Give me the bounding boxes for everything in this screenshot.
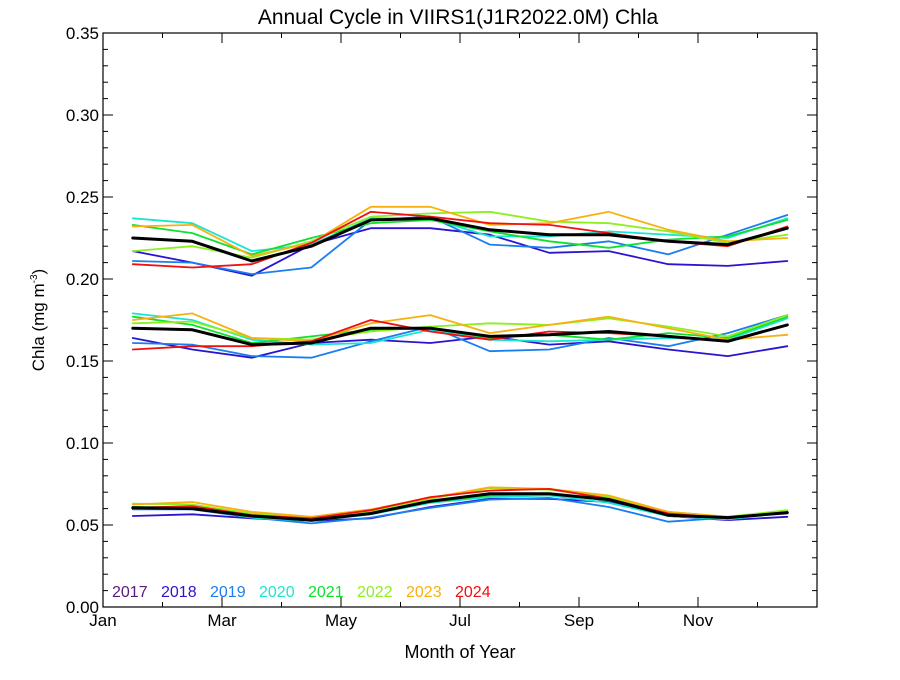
y-axis-label: Chla (mg m-3) bbox=[29, 269, 48, 371]
series-line-2-5 bbox=[131, 486, 789, 518]
y-tick-label-2: 0.10 bbox=[66, 434, 99, 453]
legend: 2017 2018 2019 2020 2021 2022 2023 2024 bbox=[112, 584, 491, 601]
y-tick-label-6: 0.30 bbox=[66, 106, 99, 125]
legend-entry-2017: 2017 bbox=[112, 584, 148, 601]
legend-entry-2024: 2024 bbox=[455, 584, 491, 601]
axes: 0.00 0.05 0.10 0.15 0.20 0.25 0.30 0.35 Jan Mar Ma… bbox=[66, 24, 818, 630]
mean-line-1-7 bbox=[131, 323, 789, 347]
x-axis-label: Month of Year bbox=[404, 642, 515, 662]
x-tick-label-0: Jan bbox=[89, 611, 116, 630]
y-tick-label-7: 0.35 bbox=[66, 24, 99, 43]
legend-entry-2019: 2019 bbox=[210, 584, 246, 601]
x-tick-label-4: Sep bbox=[564, 611, 594, 630]
series-line-0-6 bbox=[131, 210, 789, 269]
y-tick-label-5: 0.25 bbox=[66, 188, 99, 207]
y-axis-label-main: Chla (mg m bbox=[29, 283, 48, 371]
x-tick-label-5: Nov bbox=[683, 611, 714, 630]
series-line-0-4 bbox=[131, 210, 789, 259]
series-line-1-1 bbox=[131, 314, 789, 359]
mean-line-0-7 bbox=[131, 216, 789, 263]
y-tick-label-3: 0.15 bbox=[66, 352, 99, 371]
x-tick-label-1: Mar bbox=[207, 611, 237, 630]
mean-line-2-7 bbox=[131, 492, 789, 522]
chart-title: Annual Cycle in VIIRS1(J1R2022.0M) Chla bbox=[258, 6, 659, 29]
x-tick-label-3: Jul bbox=[449, 611, 471, 630]
x-tick-label-2: May bbox=[325, 611, 358, 630]
series-line-0-5 bbox=[131, 205, 789, 257]
legend-entry-2018: 2018 bbox=[161, 584, 197, 601]
series-line-0-2 bbox=[131, 217, 789, 253]
legend-entry-2022: 2022 bbox=[357, 584, 393, 601]
y-tick-label-1: 0.05 bbox=[66, 516, 99, 535]
series-line-0-1 bbox=[131, 214, 789, 276]
legend-entry-2021: 2021 bbox=[308, 584, 344, 601]
y-tick-label-0: 0.00 bbox=[66, 598, 99, 617]
plot-lines bbox=[131, 205, 789, 525]
series-line-1-5 bbox=[131, 312, 789, 343]
y-axis-label-close: ) bbox=[29, 269, 48, 275]
y-tick-label-4: 0.20 bbox=[66, 270, 99, 289]
y-axis-label-sup: -3 bbox=[29, 274, 40, 283]
legend-entry-2023: 2023 bbox=[406, 584, 442, 601]
legend-entry-2020: 2020 bbox=[259, 584, 295, 601]
